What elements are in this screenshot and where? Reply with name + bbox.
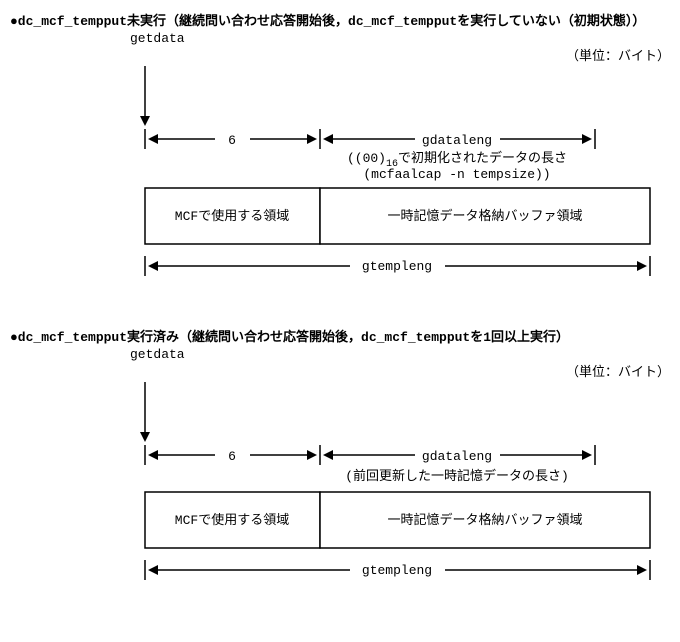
title-row-2: ●dc_mcf_tempput実行済み（継続問い合わせ応答開始後，dc_mcf_…: [10, 326, 670, 345]
section-title-2: ●dc_mcf_tempput実行済み（継続問い合わせ応答開始後，dc_mcf_…: [10, 326, 569, 345]
dim-right-2: gdataleng: [422, 449, 492, 464]
box-left-label-1: MCFで使用する領域: [175, 208, 289, 224]
section-not-executed: ●dc_mcf_tempput未実行（継続問い合わせ応答開始後，dc_mcf_t…: [10, 10, 670, 296]
dim-right-1: gdataleng: [422, 133, 492, 148]
diagram-svg-1: 6 gdataleng ((00)16で初期化されたデータの長さ (mcfaal…: [10, 66, 670, 296]
dim-left-1: 6: [228, 133, 236, 148]
unit-label-1: （単位：バイト）: [566, 45, 670, 64]
note1a: ((00): [347, 151, 386, 166]
section-title-1: ●dc_mcf_tempput未実行（継続問い合わせ応答開始後，dc_mcf_t…: [10, 10, 645, 29]
note-row-3: (前回更新した一時記憶データの長さ): [345, 468, 569, 484]
dim-bottom-1: gtempleng: [362, 259, 432, 274]
getdata-label-1: getdata: [130, 31, 185, 46]
diagram-svg-2: 6 gdataleng (前回更新した一時記憶データの長さ) MCFで使用する領…: [10, 382, 670, 602]
dim-bottom-2: gtempleng: [362, 563, 432, 578]
unit-label-2: （単位：バイト）: [566, 361, 670, 380]
subtitle-row-2: getdata （単位：バイト）: [10, 347, 670, 380]
note1b: で初期化されたデータの長さ: [398, 150, 567, 166]
getdata-label-2: getdata: [130, 347, 185, 362]
note-row-2: (mcfaalcap -n tempsize)): [363, 167, 550, 182]
subtitle-row-1: getdata （単位：バイト）: [10, 31, 670, 64]
title-row-1: ●dc_mcf_tempput未実行（継続問い合わせ応答開始後，dc_mcf_t…: [10, 10, 670, 29]
section-executed: ●dc_mcf_tempput実行済み（継続問い合わせ応答開始後，dc_mcf_…: [10, 326, 670, 602]
box-right-label-2: 一時記憶データ格納バッファ領域: [387, 512, 582, 528]
box-right-label-1: 一時記憶データ格納バッファ領域: [387, 208, 582, 224]
box-left-label-2: MCFで使用する領域: [175, 512, 289, 528]
dim-left-2: 6: [228, 449, 236, 464]
